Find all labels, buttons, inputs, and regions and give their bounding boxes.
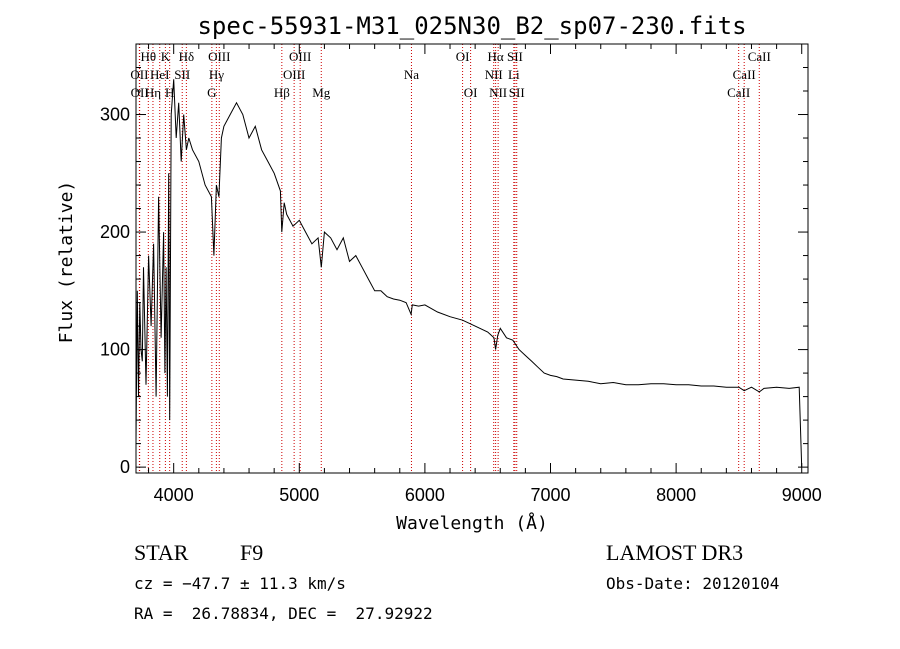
line-label-oiii: OIII <box>283 67 305 82</box>
line-label-mg: Mg <box>312 85 331 100</box>
line-label-hη: Hη <box>145 85 161 100</box>
y-tick-label: 100 <box>100 340 130 360</box>
line-label-caii: CaII <box>748 49 771 64</box>
line-label-h: H <box>165 85 174 100</box>
redshift-velocity: cz = −47.7 ± 11.3 km/s <box>134 574 346 593</box>
y-tick-label: 300 <box>100 105 130 125</box>
x-tick-label: 8000 <box>656 485 696 505</box>
object-subclass: F9 <box>240 540 264 565</box>
x-tick-label: 5000 <box>279 485 319 505</box>
sky-coordinates: RA = 26.78834, DEC = 27.92922 <box>134 604 433 623</box>
line-label-sii: SII <box>509 85 525 100</box>
x-tick-label: 7000 <box>530 485 570 505</box>
survey-name: LAMOST DR3 <box>606 540 744 565</box>
line-label-oiii: OIII <box>289 49 311 64</box>
line-label-oii: OII <box>130 67 148 82</box>
line-label-nii: NII <box>489 85 507 100</box>
line-label-oii: OII <box>131 85 149 100</box>
line-label-k: K <box>161 49 171 64</box>
line-label-caii: CaII <box>733 67 756 82</box>
observation-date: Obs-Date: 20120104 <box>606 574 780 593</box>
line-label-na: Na <box>404 67 419 82</box>
line-label-oi: OI <box>456 49 470 64</box>
x-tick-label: 4000 <box>154 485 194 505</box>
object-class: STAR <box>134 540 189 565</box>
line-label-hβ: Hβ <box>274 85 290 100</box>
x-tick-label: 6000 <box>405 485 445 505</box>
line-label-g: G <box>207 85 216 100</box>
line-label-hei: HeI <box>150 67 170 82</box>
y-tick-label: 200 <box>100 222 130 242</box>
y-axis-label: Flux (relative) <box>56 181 77 344</box>
y-tick-label: 0 <box>120 457 130 477</box>
line-label-sii: SII <box>174 67 190 82</box>
line-label-oiii: OIII <box>208 49 230 64</box>
line-label-li: Li <box>508 67 520 82</box>
line-label-sii: SII <box>507 49 523 64</box>
line-label-hδ: Hδ <box>179 49 195 64</box>
line-label-oi: OI <box>464 85 478 100</box>
line-label-hγ: Hγ <box>209 67 224 82</box>
line-label-hθ: Hθ <box>140 49 156 64</box>
line-label-hα: Hα <box>488 49 504 64</box>
chart-title: spec-55931-M31_025N30_B2_sp07-230.fits <box>197 12 746 40</box>
x-tick-label: 9000 <box>782 485 822 505</box>
line-label-caii: CaII <box>727 85 750 100</box>
plot-area: 4000 5000 6000 7000 8000 9000 0 100 200 300 Hθ K Hδ O… <box>100 43 822 505</box>
spectrum-line <box>135 79 803 468</box>
line-label-nii: NII <box>485 67 503 82</box>
plot-frame <box>135 43 809 474</box>
x-axis-label: Wavelength (Å) <box>396 512 548 534</box>
